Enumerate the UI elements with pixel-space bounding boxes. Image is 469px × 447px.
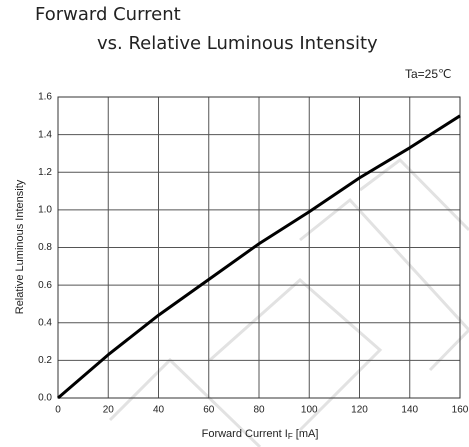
y-tick-label: 0.8 xyxy=(38,242,52,253)
y-tick-label: 0.0 xyxy=(38,393,52,404)
x-tick-label: 0 xyxy=(55,405,61,416)
x-axis-label: Forward Current IF [mA] xyxy=(202,428,319,441)
x-axis-label-part: Forward Current I xyxy=(202,428,288,440)
y-tick-label: 1.0 xyxy=(38,205,52,216)
x-tick-label: 60 xyxy=(203,405,215,416)
plot-frame xyxy=(57,96,461,399)
y-axis-label: Relative Luminous Intensity xyxy=(14,179,26,314)
chart-title: Forward Current xyxy=(35,4,181,25)
x-tick-label: 100 xyxy=(301,405,318,416)
data-line xyxy=(57,114,461,400)
x-axis-label-part: [mA] xyxy=(293,428,319,440)
y-tick-label: 0.2 xyxy=(38,355,52,366)
y-tick-label: 1.4 xyxy=(38,129,52,140)
chart-title: vs. Relative Luminous Intensity xyxy=(97,33,378,54)
y-tick-label: 1.2 xyxy=(38,167,52,178)
y-tick-label: 0.6 xyxy=(38,280,52,291)
y-tick-label: 1.6 xyxy=(38,92,52,103)
x-tick-label: 160 xyxy=(452,405,469,416)
y-tick-label: 0.4 xyxy=(38,317,52,328)
chart-subtitle: Ta=25℃ xyxy=(405,67,452,81)
x-tick-label: 80 xyxy=(253,405,265,416)
x-tick-label: 120 xyxy=(351,405,368,416)
x-tick-label: 20 xyxy=(103,405,115,416)
x-tick-label: 140 xyxy=(401,405,418,416)
x-tick-label: 40 xyxy=(153,405,165,416)
watermark xyxy=(108,158,469,447)
x-axis-label-sub: F xyxy=(288,432,293,441)
